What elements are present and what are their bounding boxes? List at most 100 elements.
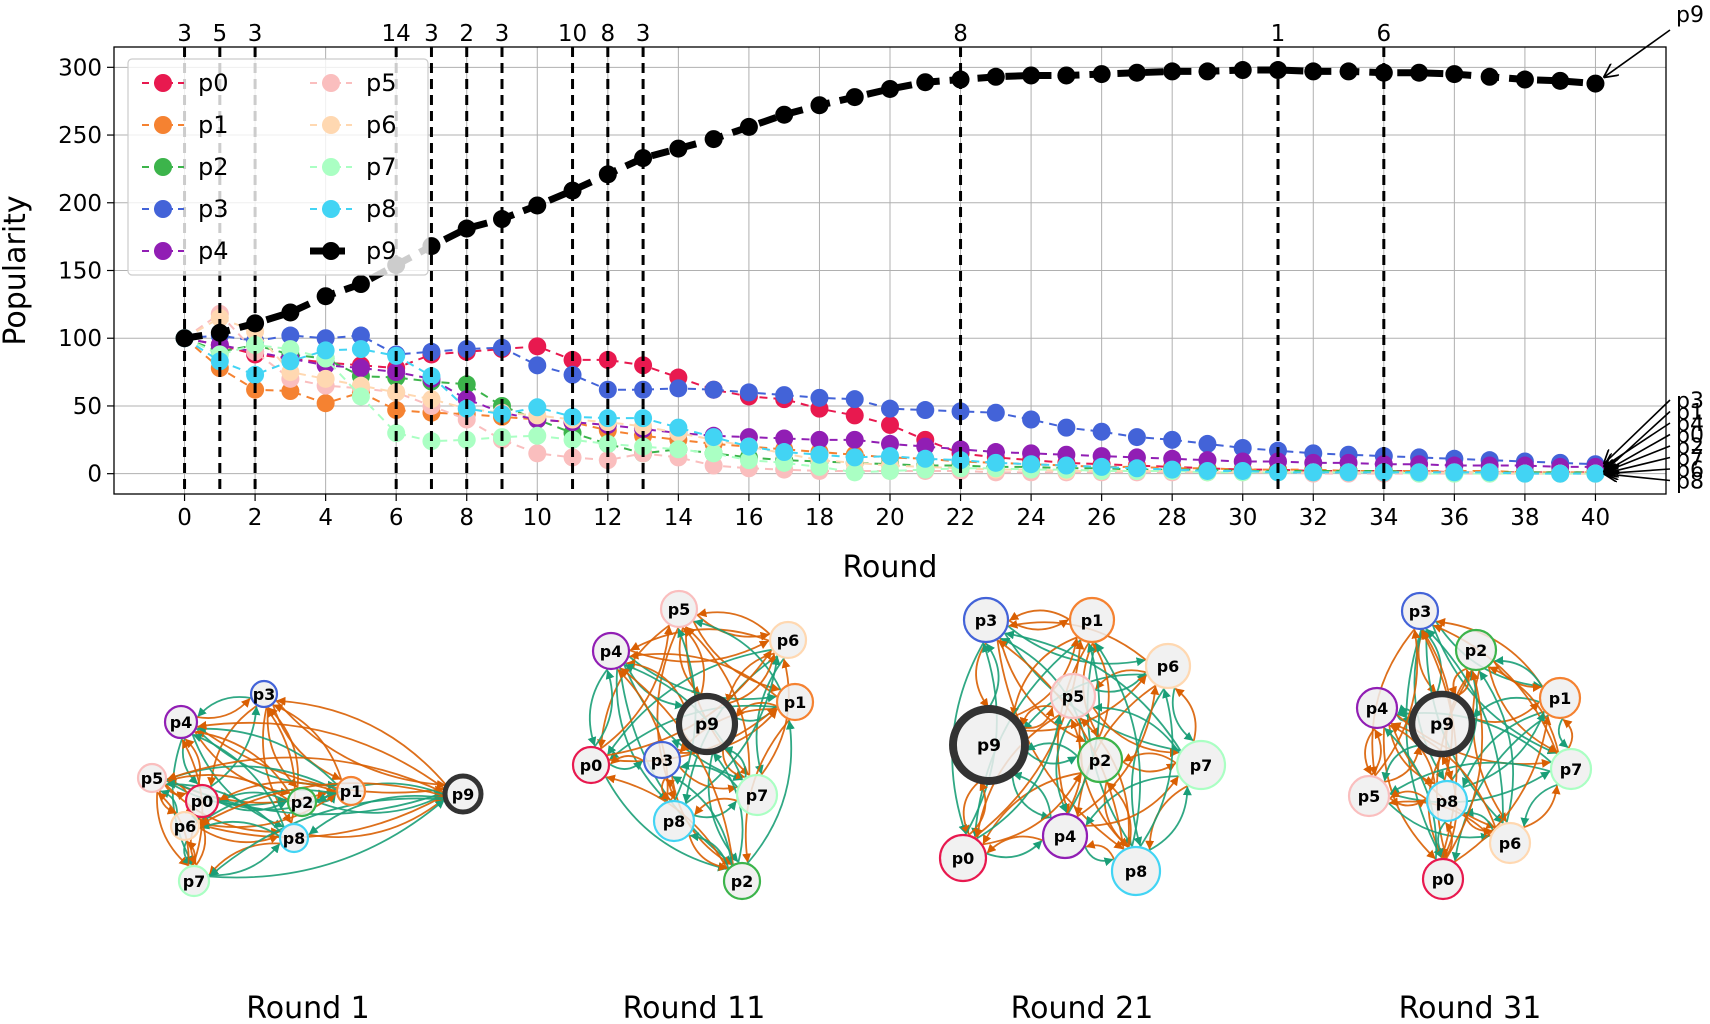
data-point-p8: [951, 451, 970, 470]
graph-edge: [167, 756, 446, 794]
graph-node-p2: p2: [1454, 628, 1498, 672]
graph-node-p9: p9: [442, 773, 484, 815]
legend-marker-p0: [154, 74, 172, 92]
data-point-p3: [916, 401, 935, 420]
graph-edge: [209, 706, 261, 788]
graph-panel-round: p3 p2 p1 p4 p9 p7 p5 p8 p6 p0 Round 31: [1347, 591, 1593, 1024]
graph-edge: [672, 775, 733, 867]
graph-edge: [997, 639, 1125, 851]
graph-node-label: p6: [1499, 834, 1522, 853]
data-point-p8: [845, 448, 864, 467]
data-point-p8: [1057, 456, 1076, 475]
legend-label-p3: p3: [198, 195, 229, 223]
graph-node-label: p9: [695, 715, 719, 735]
graph-node-label: p0: [1432, 870, 1455, 889]
graph-edge: [1451, 714, 1550, 862]
data-point-p7: [351, 387, 370, 406]
data-point-p3: [1092, 422, 1111, 441]
data-point-p9: [810, 96, 829, 115]
end-arrow-p0: [1603, 433, 1671, 473]
data-point-p9: [881, 79, 899, 98]
y-tick-label: 50: [73, 394, 102, 420]
data-point-p4: [775, 429, 794, 448]
graph-node-label: p8: [663, 812, 686, 831]
data-point-p7: [881, 461, 899, 480]
graph-node-circle: [1549, 747, 1593, 791]
line-chart: 0 2 4 6 8 10 12 14 16 18 20 22 24 26 28 30 32 34 36 38 40050…: [0, 3, 1704, 585]
graph-edge: [1021, 674, 1147, 732]
legend-label-p6: p6: [366, 111, 397, 139]
graph-edge: [967, 781, 988, 837]
axes-frame: [113, 46, 1667, 495]
data-point-p1: [387, 401, 406, 420]
data-point-p9: [1304, 62, 1323, 81]
graph-node-circle: [1454, 628, 1498, 672]
graph-edge: [1092, 643, 1110, 739]
data-point-p8: [1092, 457, 1111, 476]
graph-edge: [1390, 789, 1428, 801]
data-point-p8: [1127, 459, 1146, 478]
y-tick-label: 200: [58, 191, 102, 217]
graph-node-label: p9: [452, 785, 475, 804]
x-tick-label: 34: [1369, 505, 1398, 531]
graph-edge: [604, 775, 728, 872]
graph-node-label: p1: [1081, 611, 1104, 630]
x-tick-label: 36: [1440, 505, 1469, 531]
legend-marker-p1: [154, 116, 172, 134]
graph-node-circle: [249, 679, 279, 709]
data-point-p8: [739, 437, 758, 456]
graph-node-p5: p5: [1347, 774, 1391, 818]
graph-edge: [195, 728, 292, 795]
graph-edge: [1445, 670, 1484, 860]
data-point-p8: [1551, 464, 1570, 483]
data-point-p1: [316, 394, 335, 413]
graph-edge: [198, 826, 279, 844]
graph-node-label: p5: [141, 769, 164, 788]
event-line-label: 14: [382, 21, 411, 47]
graph-edge: [985, 840, 1043, 859]
event-line-label: 1: [1271, 21, 1286, 47]
graph-node-circle: [768, 620, 808, 660]
data-point-p8: [1480, 463, 1499, 482]
x-tick-label: 18: [805, 505, 834, 531]
graph-edge: [1171, 686, 1194, 742]
data-point-p8: [316, 341, 335, 360]
graph-edge: [271, 703, 342, 781]
end-label-p0: p0: [1676, 424, 1704, 449]
data-point-p9: [1515, 70, 1534, 89]
x-tick-label: 38: [1510, 505, 1539, 531]
graph-node-circle: [335, 775, 367, 807]
graph-edge: [961, 779, 982, 835]
graph-panel-round: p5 p4 p6 p1 p9 p0 p3 p7 p8 p2 Round 11: [571, 589, 815, 1024]
graph-node-p4: p4: [1355, 686, 1399, 730]
y-axis-label: Popularity: [0, 195, 33, 345]
graph-edge: [1005, 630, 1182, 753]
graph-edge: [996, 638, 1124, 850]
graph-node-circle: [136, 762, 168, 794]
data-point-p7: [422, 432, 441, 451]
data-point-p9: [634, 149, 653, 168]
data-point-p7: [845, 463, 864, 482]
graph-edge: [982, 771, 1083, 845]
legend-label-p2: p2: [198, 153, 229, 181]
legend-label-p4: p4: [198, 237, 229, 265]
graph-edge: [186, 841, 197, 867]
graph-edge: [1019, 705, 1055, 727]
data-point-p8: [1515, 464, 1534, 483]
graph-edge: [276, 696, 448, 787]
data-point-p8: [1163, 460, 1182, 479]
graph-node-label: p8: [1436, 792, 1459, 811]
x-tick-label: 32: [1299, 505, 1328, 531]
graph-edge: [981, 773, 1082, 846]
x-tick-label: 4: [318, 505, 333, 531]
event-line-label: 5: [212, 21, 227, 47]
data-point-p3: [810, 388, 829, 407]
data-point-p8: [775, 443, 794, 462]
data-point-p8: [1198, 461, 1217, 480]
graph-node-label: p7: [183, 872, 206, 891]
legend-marker-p2: [154, 158, 172, 176]
graph-edge: [587, 668, 609, 747]
graph-edge: [1426, 629, 1504, 825]
graph-node-label: p4: [170, 713, 193, 732]
